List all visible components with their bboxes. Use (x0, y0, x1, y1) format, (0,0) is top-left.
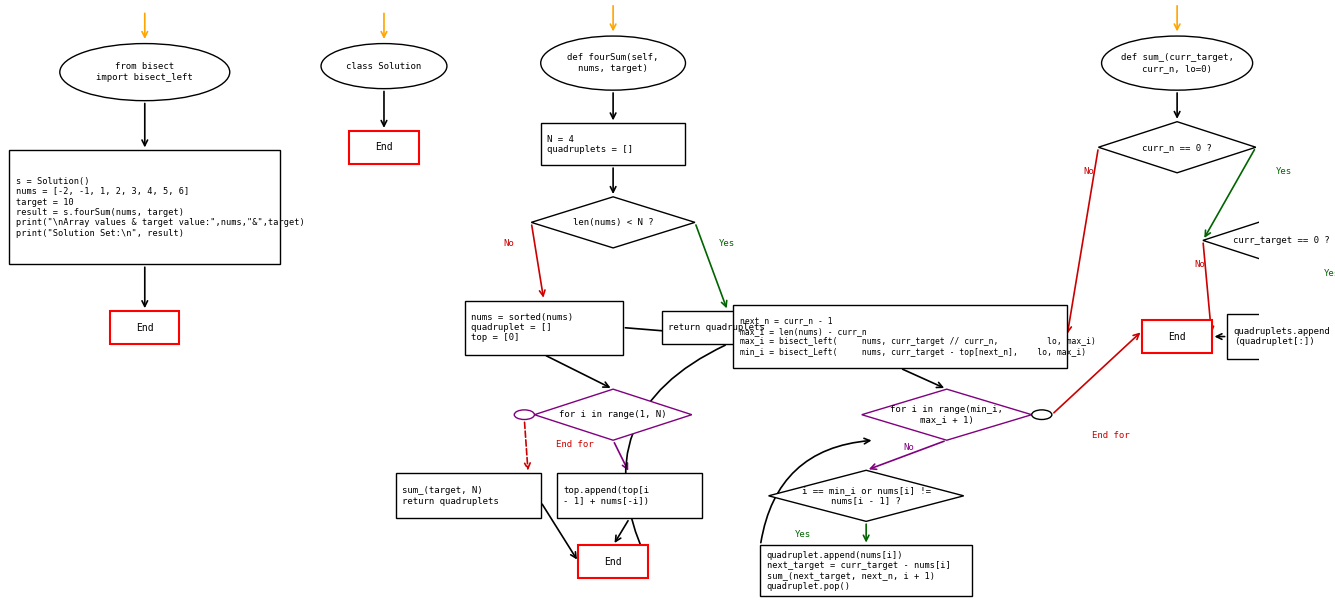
Text: return quadruplets: return quadruplets (668, 323, 765, 332)
Text: curr_target == 0 ?: curr_target == 0 ? (1234, 236, 1330, 245)
Polygon shape (769, 470, 964, 522)
FancyBboxPatch shape (557, 474, 702, 518)
Text: next_n = curr_n - 1
max_i = len(nums) - curr_n
max_i = bisect_left(     nums, cu: next_n = curr_n - 1 max_i = len(nums) - … (740, 317, 1096, 356)
FancyBboxPatch shape (111, 311, 179, 344)
Ellipse shape (1101, 36, 1252, 90)
Text: quadruplet.append(nums[i])
next_target = curr_target - nums[i]
sum_(next_target,: quadruplet.append(nums[i]) next_target =… (766, 551, 951, 591)
Text: N = 4
quadruplets = []: N = 4 quadruplets = [] (547, 135, 633, 154)
Text: for i in range(min_i,
max_i + 1): for i in range(min_i, max_i + 1) (890, 405, 1003, 424)
Text: End: End (605, 557, 622, 567)
Text: s = Solution()
nums = [-2, -1, 1, 2, 3, 4, 5, 6]
target = 10
result = s.fourSum(: s = Solution() nums = [-2, -1, 1, 2, 3, … (16, 177, 304, 238)
Polygon shape (1099, 121, 1256, 173)
Text: No: No (1195, 260, 1206, 269)
Polygon shape (862, 389, 1032, 440)
Text: curr_n == 0 ?: curr_n == 0 ? (1143, 143, 1212, 151)
FancyBboxPatch shape (1143, 320, 1212, 353)
Text: top.append(top[i
- 1] + nums[-i]): top.append(top[i - 1] + nums[-i]) (563, 486, 649, 505)
FancyBboxPatch shape (733, 305, 1067, 368)
Text: No: No (1084, 167, 1095, 175)
Text: quadruplets.append
(quadruplet[:]): quadruplets.append (quadruplet[:]) (1234, 327, 1331, 346)
Text: End: End (375, 142, 392, 152)
Text: def sum_(curr_target,
curr_n, lo=0): def sum_(curr_target, curr_n, lo=0) (1120, 53, 1234, 73)
Text: len(nums) < N ?: len(nums) < N ? (573, 218, 653, 227)
Polygon shape (534, 389, 692, 440)
Text: sum_(target, N)
return quadruplets: sum_(target, N) return quadruplets (402, 486, 499, 505)
Text: from bisect
import bisect_left: from bisect import bisect_left (96, 63, 194, 82)
Text: nums = sorted(nums)
quadruplet = []
top = [0]: nums = sorted(nums) quadruplet = [] top … (471, 313, 574, 343)
Text: Yes: Yes (1324, 269, 1335, 278)
FancyBboxPatch shape (541, 123, 685, 165)
Text: End for: End for (1092, 432, 1129, 440)
FancyBboxPatch shape (465, 300, 622, 355)
FancyBboxPatch shape (578, 546, 647, 578)
Text: End: End (1168, 332, 1185, 341)
Text: for i in range(1, N): for i in range(1, N) (559, 410, 668, 419)
Circle shape (1032, 410, 1052, 419)
Ellipse shape (320, 44, 447, 89)
Text: No: No (904, 444, 914, 452)
Text: Yes: Yes (796, 531, 812, 539)
Text: Yes: Yes (718, 239, 734, 248)
Text: End for: End for (555, 441, 594, 449)
FancyBboxPatch shape (350, 130, 419, 163)
FancyBboxPatch shape (1227, 314, 1335, 359)
Text: def fourSum(self,
nums, target): def fourSum(self, nums, target) (567, 53, 658, 73)
Text: No: No (503, 239, 514, 248)
FancyBboxPatch shape (662, 311, 794, 344)
Polygon shape (531, 197, 696, 248)
Text: Yes: Yes (1276, 167, 1292, 175)
Text: End: End (136, 323, 154, 332)
Circle shape (514, 410, 534, 419)
Ellipse shape (60, 44, 230, 100)
Ellipse shape (541, 36, 685, 90)
Text: class Solution: class Solution (346, 62, 422, 70)
FancyBboxPatch shape (761, 546, 972, 596)
FancyBboxPatch shape (9, 150, 280, 264)
FancyBboxPatch shape (396, 474, 541, 518)
Polygon shape (1203, 215, 1335, 266)
Text: i == min_i or nums[i] !=
nums[i - 1] ?: i == min_i or nums[i] != nums[i - 1] ? (801, 486, 930, 505)
